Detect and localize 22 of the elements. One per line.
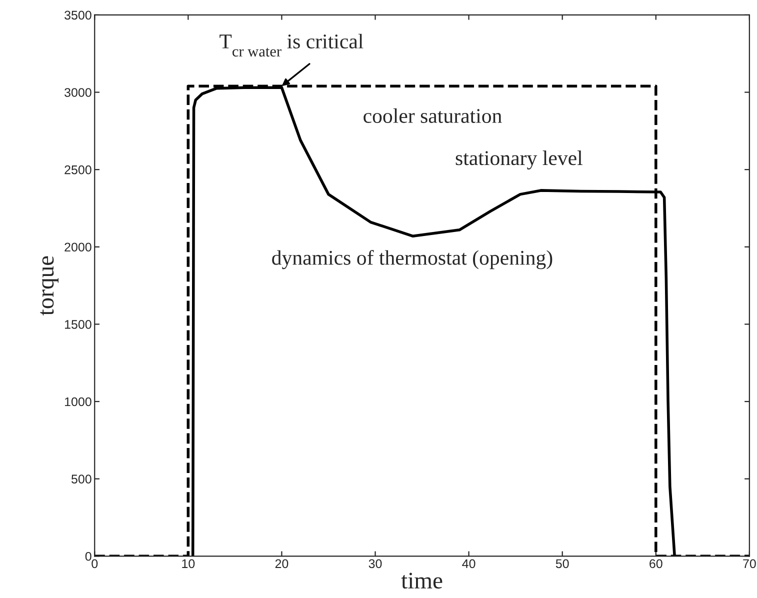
x-tick-label: 50	[556, 559, 569, 568]
x-tick-label: 10	[182, 559, 195, 568]
y-axis-title: torque	[40, 256, 58, 316]
annotation: cooler saturation	[364, 108, 502, 123]
x-tick-label: 20	[275, 559, 288, 568]
y-tick-label: 500	[71, 474, 92, 484]
annotation: dynamics of thermostat (opening)	[272, 250, 552, 270]
y-tick-label: 3500	[64, 10, 92, 20]
annotation: Tcr water is critical	[220, 34, 364, 57]
x-tick-label: 70	[743, 559, 756, 568]
annotation: stationary level	[456, 150, 582, 170]
x-axis-title: time	[401, 572, 442, 589]
x-tick-label: 0	[92, 559, 98, 568]
y-tick-label: 3000	[64, 88, 92, 97]
y-tick-label: 0	[85, 552, 92, 561]
y-tick-label: 1000	[64, 397, 92, 406]
y-tick-label: 2500	[64, 165, 92, 174]
y-tick-label: 2000	[64, 242, 92, 252]
x-tick-label: 60	[650, 559, 662, 568]
x-tick-label: 40	[462, 559, 476, 568]
y-tick-label: 1500	[64, 320, 92, 329]
x-tick-label: 30	[368, 559, 382, 568]
